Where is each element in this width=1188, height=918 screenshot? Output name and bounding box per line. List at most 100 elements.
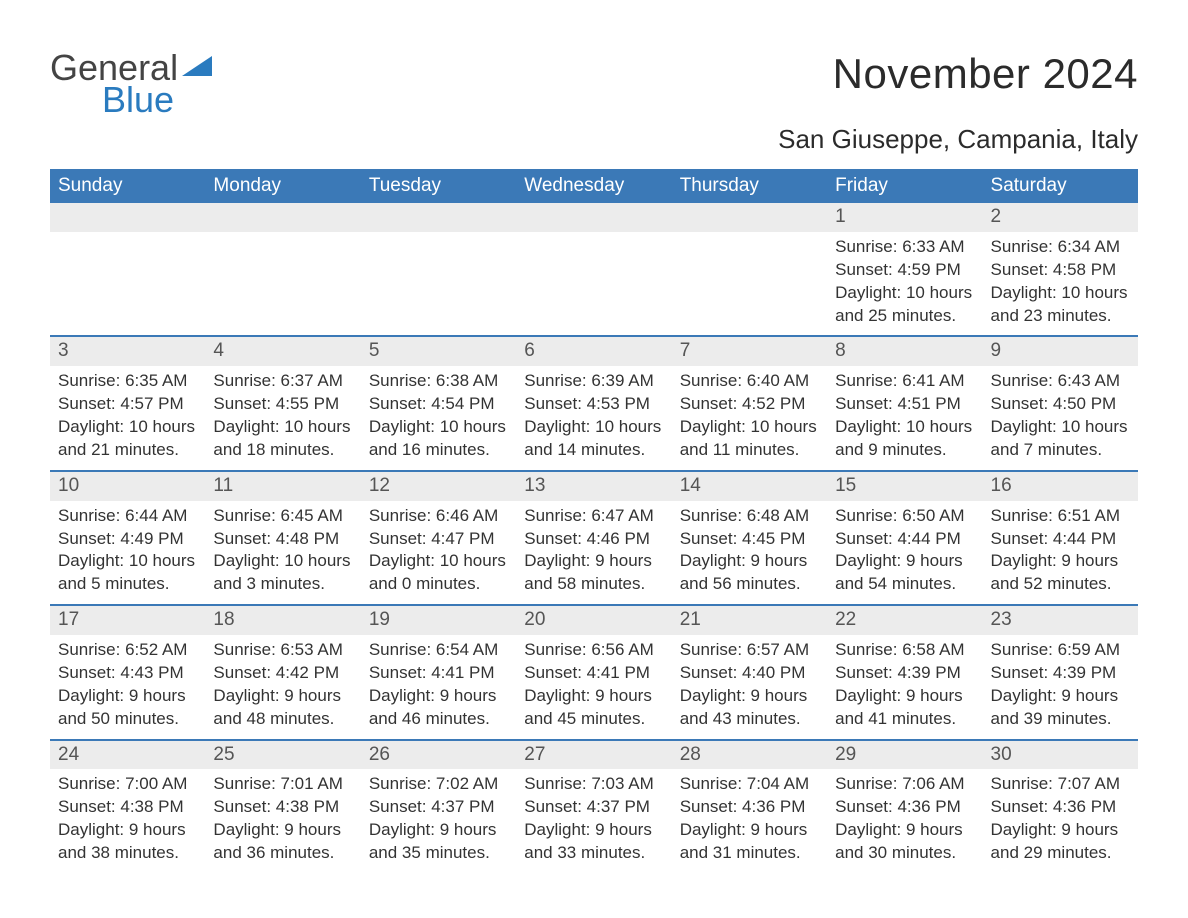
day-details: Sunrise: 6:52 AMSunset: 4:43 PMDaylight:… [50, 635, 205, 739]
sunrise-line: Sunrise: 6:38 AM [369, 370, 508, 393]
weekday-header: Friday [827, 169, 982, 203]
sunrise-line: Sunrise: 6:46 AM [369, 505, 508, 528]
day-details: Sunrise: 6:59 AMSunset: 4:39 PMDaylight:… [983, 635, 1138, 739]
day-details: Sunrise: 6:34 AMSunset: 4:58 PMDaylight:… [983, 232, 1138, 336]
calendar-cell [516, 203, 671, 336]
sunset-line: Sunset: 4:44 PM [991, 528, 1130, 551]
calendar-cell: 22Sunrise: 6:58 AMSunset: 4:39 PMDayligh… [827, 605, 982, 739]
calendar-cell: 6Sunrise: 6:39 AMSunset: 4:53 PMDaylight… [516, 336, 671, 470]
sunrise-line: Sunrise: 6:51 AM [991, 505, 1130, 528]
sunrise-line: Sunrise: 6:33 AM [835, 236, 974, 259]
sunrise-line: Sunrise: 6:44 AM [58, 505, 197, 528]
day-details: Sunrise: 7:06 AMSunset: 4:36 PMDaylight:… [827, 769, 982, 873]
title-block: November 2024 [833, 50, 1138, 98]
sunrise-line: Sunrise: 7:03 AM [524, 773, 663, 796]
daylight-line: Daylight: 9 hours and 33 minutes. [524, 819, 663, 865]
sunset-line: Sunset: 4:48 PM [213, 528, 352, 551]
calendar-row: 24Sunrise: 7:00 AMSunset: 4:38 PMDayligh… [50, 740, 1138, 873]
daylight-line: Daylight: 9 hours and 38 minutes. [58, 819, 197, 865]
calendar-cell: 11Sunrise: 6:45 AMSunset: 4:48 PMDayligh… [205, 471, 360, 605]
day-number-bar: 27 [516, 741, 671, 770]
day-details: Sunrise: 6:37 AMSunset: 4:55 PMDaylight:… [205, 366, 360, 470]
sunset-line: Sunset: 4:50 PM [991, 393, 1130, 416]
calendar-page: General Blue November 2024 San Giuseppe,… [0, 0, 1188, 913]
day-number-bar: 24 [50, 741, 205, 770]
day-number-bar: 19 [361, 606, 516, 635]
daylight-line: Daylight: 9 hours and 54 minutes. [835, 550, 974, 596]
day-details: Sunrise: 6:43 AMSunset: 4:50 PMDaylight:… [983, 366, 1138, 470]
calendar-header-row: SundayMondayTuesdayWednesdayThursdayFrid… [50, 169, 1138, 203]
sunrise-line: Sunrise: 7:04 AM [680, 773, 819, 796]
daylight-line: Daylight: 9 hours and 31 minutes. [680, 819, 819, 865]
day-details: Sunrise: 6:47 AMSunset: 4:46 PMDaylight:… [516, 501, 671, 605]
day-number-bar: 10 [50, 472, 205, 501]
day-details: Sunrise: 6:39 AMSunset: 4:53 PMDaylight:… [516, 366, 671, 470]
calendar-body: 1Sunrise: 6:33 AMSunset: 4:59 PMDaylight… [50, 203, 1138, 873]
day-number-bar [672, 203, 827, 232]
day-details: Sunrise: 6:50 AMSunset: 4:44 PMDaylight:… [827, 501, 982, 605]
day-details: Sunrise: 6:44 AMSunset: 4:49 PMDaylight:… [50, 501, 205, 605]
day-number-bar [205, 203, 360, 232]
weekday-header: Sunday [50, 169, 205, 203]
calendar-cell: 3Sunrise: 6:35 AMSunset: 4:57 PMDaylight… [50, 336, 205, 470]
sunrise-line: Sunrise: 6:34 AM [991, 236, 1130, 259]
day-number-bar: 12 [361, 472, 516, 501]
daylight-line: Daylight: 10 hours and 23 minutes. [991, 282, 1130, 328]
day-details: Sunrise: 6:56 AMSunset: 4:41 PMDaylight:… [516, 635, 671, 739]
day-details: Sunrise: 7:03 AMSunset: 4:37 PMDaylight:… [516, 769, 671, 873]
sunset-line: Sunset: 4:52 PM [680, 393, 819, 416]
daylight-line: Daylight: 9 hours and 43 minutes. [680, 685, 819, 731]
calendar-cell [361, 203, 516, 336]
day-details: Sunrise: 6:38 AMSunset: 4:54 PMDaylight:… [361, 366, 516, 470]
calendar-cell: 18Sunrise: 6:53 AMSunset: 4:42 PMDayligh… [205, 605, 360, 739]
calendar-cell: 24Sunrise: 7:00 AMSunset: 4:38 PMDayligh… [50, 740, 205, 873]
sunset-line: Sunset: 4:37 PM [524, 796, 663, 819]
sunset-line: Sunset: 4:37 PM [369, 796, 508, 819]
day-details: Sunrise: 7:01 AMSunset: 4:38 PMDaylight:… [205, 769, 360, 873]
day-number-bar: 8 [827, 337, 982, 366]
day-details: Sunrise: 6:58 AMSunset: 4:39 PMDaylight:… [827, 635, 982, 739]
weekday-header: Saturday [983, 169, 1138, 203]
day-details: Sunrise: 6:33 AMSunset: 4:59 PMDaylight:… [827, 232, 982, 336]
sunrise-line: Sunrise: 6:43 AM [991, 370, 1130, 393]
day-number-bar: 4 [205, 337, 360, 366]
weekday-header: Tuesday [361, 169, 516, 203]
weekday-header: Wednesday [516, 169, 671, 203]
calendar-cell: 21Sunrise: 6:57 AMSunset: 4:40 PMDayligh… [672, 605, 827, 739]
day-number-bar: 25 [205, 741, 360, 770]
day-number-bar: 15 [827, 472, 982, 501]
calendar-cell: 16Sunrise: 6:51 AMSunset: 4:44 PMDayligh… [983, 471, 1138, 605]
calendar-row: 17Sunrise: 6:52 AMSunset: 4:43 PMDayligh… [50, 605, 1138, 739]
day-details: Sunrise: 6:57 AMSunset: 4:40 PMDaylight:… [672, 635, 827, 739]
day-number-bar: 6 [516, 337, 671, 366]
daylight-line: Daylight: 10 hours and 14 minutes. [524, 416, 663, 462]
day-number-bar: 17 [50, 606, 205, 635]
day-number-bar: 28 [672, 741, 827, 770]
calendar-cell: 1Sunrise: 6:33 AMSunset: 4:59 PMDaylight… [827, 203, 982, 336]
daylight-line: Daylight: 9 hours and 50 minutes. [58, 685, 197, 731]
sunrise-line: Sunrise: 6:47 AM [524, 505, 663, 528]
calendar-cell: 13Sunrise: 6:47 AMSunset: 4:46 PMDayligh… [516, 471, 671, 605]
day-number-bar: 11 [205, 472, 360, 501]
sunset-line: Sunset: 4:54 PM [369, 393, 508, 416]
sunrise-line: Sunrise: 7:00 AM [58, 773, 197, 796]
daylight-line: Daylight: 9 hours and 45 minutes. [524, 685, 663, 731]
daylight-line: Daylight: 10 hours and 11 minutes. [680, 416, 819, 462]
calendar-table: SundayMondayTuesdayWednesdayThursdayFrid… [50, 169, 1138, 873]
sunset-line: Sunset: 4:46 PM [524, 528, 663, 551]
day-number-bar: 1 [827, 203, 982, 232]
sunrise-line: Sunrise: 6:59 AM [991, 639, 1130, 662]
day-number-bar: 30 [983, 741, 1138, 770]
daylight-line: Daylight: 9 hours and 41 minutes. [835, 685, 974, 731]
sunset-line: Sunset: 4:49 PM [58, 528, 197, 551]
sunset-line: Sunset: 4:59 PM [835, 259, 974, 282]
calendar-cell: 8Sunrise: 6:41 AMSunset: 4:51 PMDaylight… [827, 336, 982, 470]
sunrise-line: Sunrise: 7:07 AM [991, 773, 1130, 796]
day-number-bar [516, 203, 671, 232]
daylight-line: Daylight: 10 hours and 7 minutes. [991, 416, 1130, 462]
daylight-line: Daylight: 10 hours and 21 minutes. [58, 416, 197, 462]
calendar-cell: 9Sunrise: 6:43 AMSunset: 4:50 PMDaylight… [983, 336, 1138, 470]
calendar-cell: 29Sunrise: 7:06 AMSunset: 4:36 PMDayligh… [827, 740, 982, 873]
weekday-header: Thursday [672, 169, 827, 203]
calendar-cell: 25Sunrise: 7:01 AMSunset: 4:38 PMDayligh… [205, 740, 360, 873]
